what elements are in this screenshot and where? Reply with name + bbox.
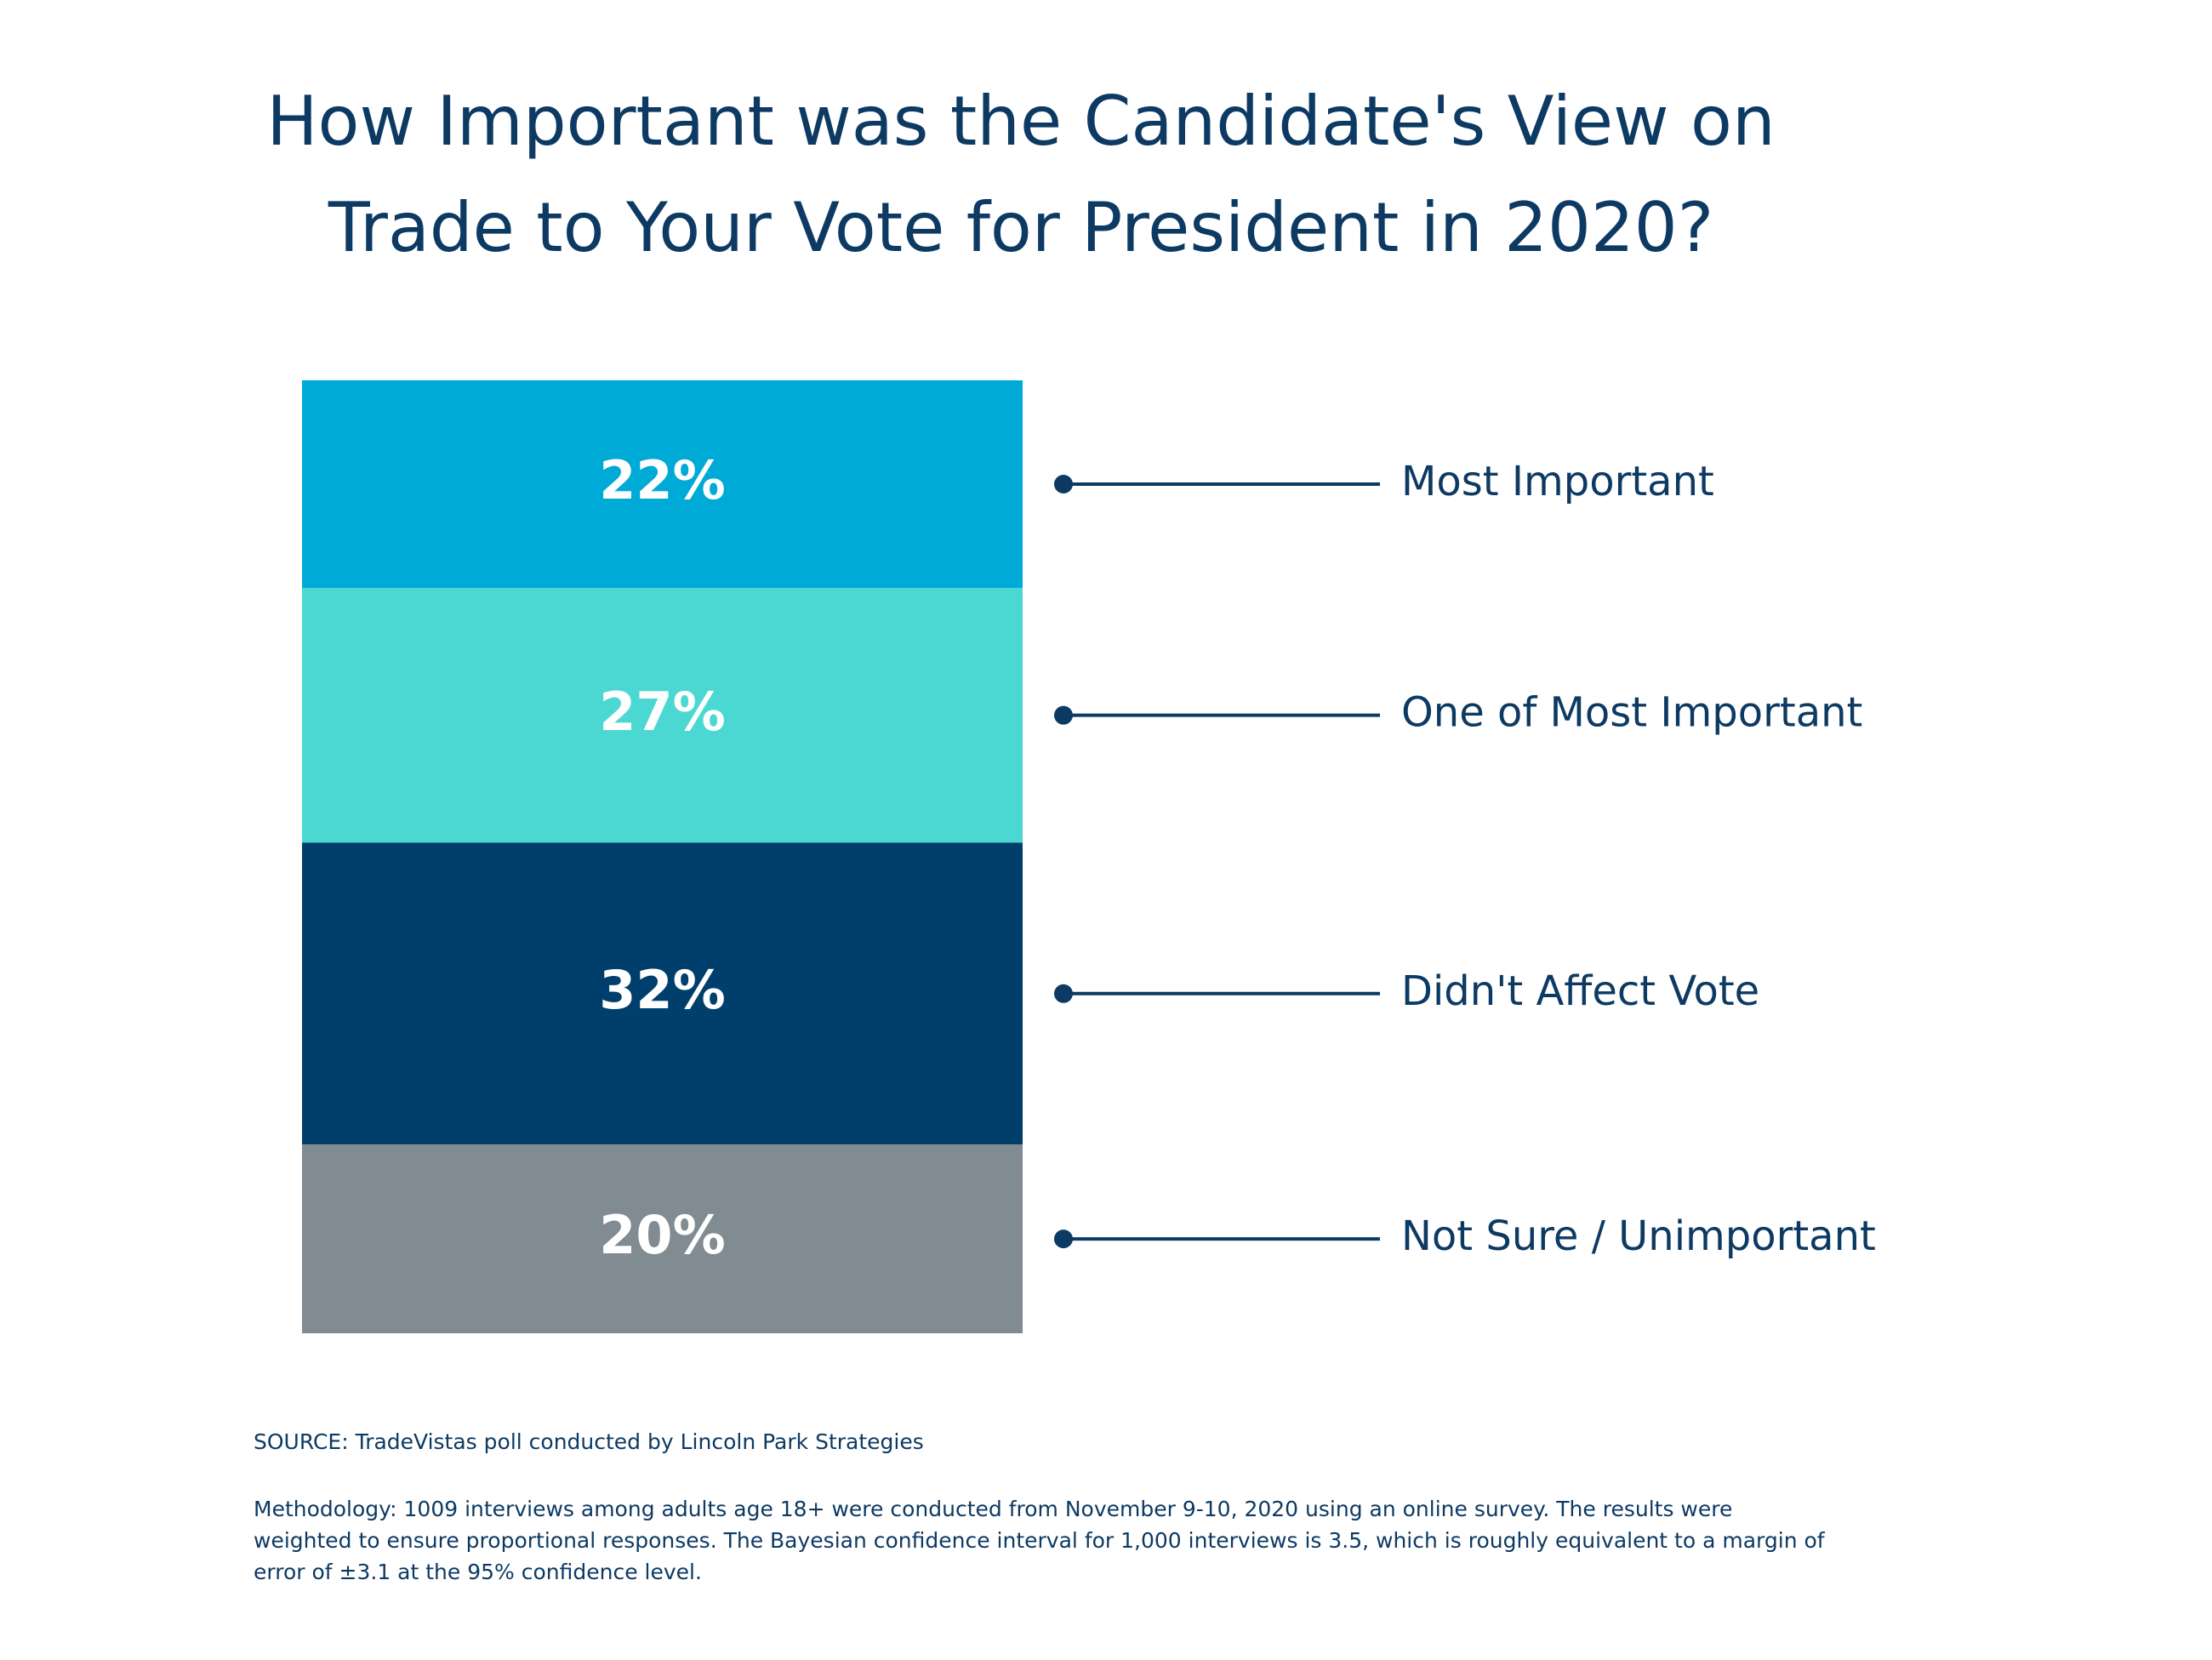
legend-label: One of Most Important	[1401, 689, 1862, 737]
legend-label: Not Sure / Unimportant	[1401, 1212, 1876, 1260]
data-label: 20%	[599, 1204, 725, 1266]
data-label: 22%	[599, 449, 725, 511]
legend-label: Most Important	[1401, 458, 1714, 505]
bar-segment	[302, 842, 1023, 1145]
legend-label: Didn't Affect Vote	[1401, 967, 1759, 1015]
methodology-note: Methodology: 1009 interviews among adult…	[254, 1497, 1825, 1584]
data-label: 27%	[599, 681, 725, 743]
chart-title: How Important was the Candidate's View o…	[266, 82, 1776, 267]
bar-segment	[302, 380, 1023, 588]
bar-segment	[302, 587, 1023, 843]
data-label: 32%	[599, 959, 725, 1021]
source-note: SOURCE: TradeVistas poll conducted by Li…	[254, 1429, 924, 1454]
bar-segment	[302, 1144, 1023, 1333]
